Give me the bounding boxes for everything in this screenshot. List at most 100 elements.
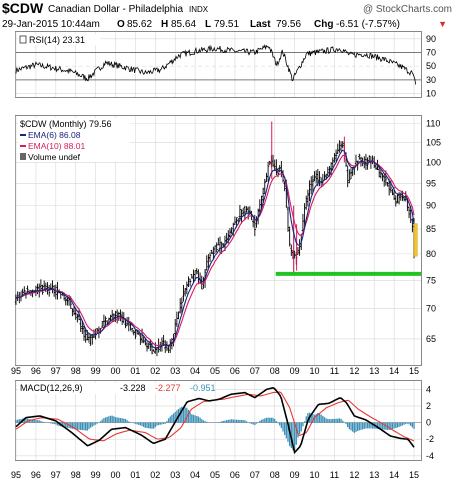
x-tick-label-price: 02: [150, 366, 160, 376]
price-tick-label: 95: [426, 178, 436, 188]
price-title: $CDW (Monthly) 79.56: [20, 119, 112, 129]
x-tick-label-price: 15: [409, 366, 419, 376]
x-tick-label-macd: 97: [51, 470, 61, 480]
chg-label: Chg: [314, 19, 333, 30]
rsi-tick-label: 10: [426, 89, 436, 99]
x-tick-label-macd: 02: [150, 470, 160, 480]
x-tick-label-price: 03: [170, 366, 180, 376]
price-tick-label: 85: [426, 224, 436, 234]
macd-layer: [15, 386, 421, 455]
x-tick-label-macd: 99: [91, 470, 101, 480]
x-tick-label-price: 97: [51, 366, 61, 376]
ema6-line: [15, 149, 415, 349]
rsi-legend: RSI(14) 23.31: [29, 35, 85, 45]
x-tick-label-macd: 95: [11, 470, 21, 480]
x-tick-label-price: 08: [270, 366, 280, 376]
macd-legend-box: [18, 383, 214, 394]
macd-tick-label: -2: [426, 434, 434, 444]
x-tick-label-macd: 11: [330, 470, 339, 480]
open-value: 85.62: [127, 19, 152, 30]
x-tick-label-macd: 96: [31, 470, 41, 480]
low-value: 79.51: [214, 19, 239, 30]
price-layer: [14, 121, 421, 357]
exchange-text: INDX: [189, 5, 209, 14]
price-legend-box: [18, 118, 130, 162]
macd-value: -3.228: [120, 383, 146, 393]
macd-tick-label: 0: [426, 418, 431, 428]
x-tick-label-price: 14: [389, 366, 399, 376]
quote-date: 29-Jan-2015 10:44am: [2, 19, 100, 30]
x-tick-label-price: 09: [290, 366, 300, 376]
x-tick-label-price: 13: [369, 366, 379, 376]
last-value: 79.56: [276, 19, 301, 30]
down-arrow-icon: ▼: [438, 19, 447, 29]
x-tick-label-macd: 15: [409, 470, 419, 480]
rsi-line: [15, 43, 416, 85]
x-tick-label-price: 11: [330, 366, 339, 376]
macd-tick-label: 4: [426, 384, 431, 394]
x-tick-label-price: 96: [31, 366, 41, 376]
price-tick-label: 105: [426, 137, 441, 147]
x-tick-label-macd: 03: [170, 470, 180, 480]
x-tick-label-macd: 10: [310, 470, 320, 480]
x-tick-label-macd: 12: [349, 470, 359, 480]
ema6-legend: EMA(6) 86.08: [28, 130, 81, 140]
x-tick-label-macd: 14: [389, 470, 399, 480]
rsi-layer: [15, 43, 421, 85]
macd-line: [15, 386, 415, 455]
price-tick-label: 70: [426, 304, 436, 314]
chg-value: -6.51 (-7.57%): [336, 19, 400, 30]
macd-tick-label: 2: [426, 401, 431, 411]
histogram-value: -0.951: [190, 383, 216, 393]
price-tick-label: 65: [426, 334, 436, 344]
x-tick-label-price: 12: [349, 366, 359, 376]
symbol-text: $CDW: [2, 0, 44, 16]
price-tick-label: 110: [426, 118, 440, 128]
watermark-text: @ StockCharts.com: [363, 4, 452, 15]
price-tick-label: 75: [426, 275, 436, 285]
rsi-tick-label: 50: [426, 61, 436, 71]
x-tick-label-macd: 98: [71, 470, 81, 480]
x-tick-label-macd: 05: [210, 470, 220, 480]
low-label: L: [205, 19, 211, 30]
rsi-tick-label: 30: [426, 75, 436, 85]
volume-legend-swatch: [20, 153, 26, 160]
tick-layer: 9595969697979898999900000101020203030404…: [11, 34, 441, 480]
x-tick-label-price: 06: [230, 366, 240, 376]
x-tick-label-macd: 08: [270, 470, 280, 480]
signal-value: -2.277: [155, 383, 181, 393]
x-tick-label-macd: 01: [130, 470, 140, 480]
rsi-tick-label: 90: [426, 34, 436, 44]
x-tick-label-macd: 09: [290, 470, 300, 480]
x-tick-label-macd: 13: [369, 470, 379, 480]
rsi-tick-label: 70: [426, 48, 436, 58]
x-tick-label-macd: 07: [250, 470, 260, 480]
x-tick-label-price: 07: [250, 366, 260, 376]
macd-legend: MACD(12,26,9): [20, 383, 83, 393]
x-tick-label-price: 98: [71, 366, 81, 376]
high-value: 85.64: [171, 19, 196, 30]
x-tick-label-macd: 00: [111, 470, 121, 480]
volume-legend: Volume undef: [28, 152, 81, 162]
x-tick-label-price: 00: [111, 366, 121, 376]
x-tick-label-price: 95: [11, 366, 21, 376]
x-tick-label-price: 99: [91, 366, 101, 376]
price-tick-label: 80: [426, 249, 436, 259]
ema10-legend: EMA(10) 88.01: [28, 141, 85, 151]
x-tick-label-price: 01: [130, 366, 140, 376]
rsi-legend-swatch: [19, 35, 27, 44]
high-label: H: [161, 19, 168, 30]
x-tick-label-macd: 06: [230, 470, 240, 480]
macd-tick-label: -4: [426, 451, 434, 461]
price-tick-label: 90: [426, 201, 436, 211]
x-tick-label-macd: 04: [190, 470, 200, 480]
last-price-bar: [413, 223, 418, 257]
rsi-legend-box: [18, 34, 100, 45]
open-label: O: [117, 19, 125, 30]
last-label: Last: [250, 19, 271, 30]
price-tick-label: 100: [426, 157, 441, 167]
x-tick-label-price: 05: [210, 366, 220, 376]
x-tick-label-price: 04: [190, 366, 200, 376]
